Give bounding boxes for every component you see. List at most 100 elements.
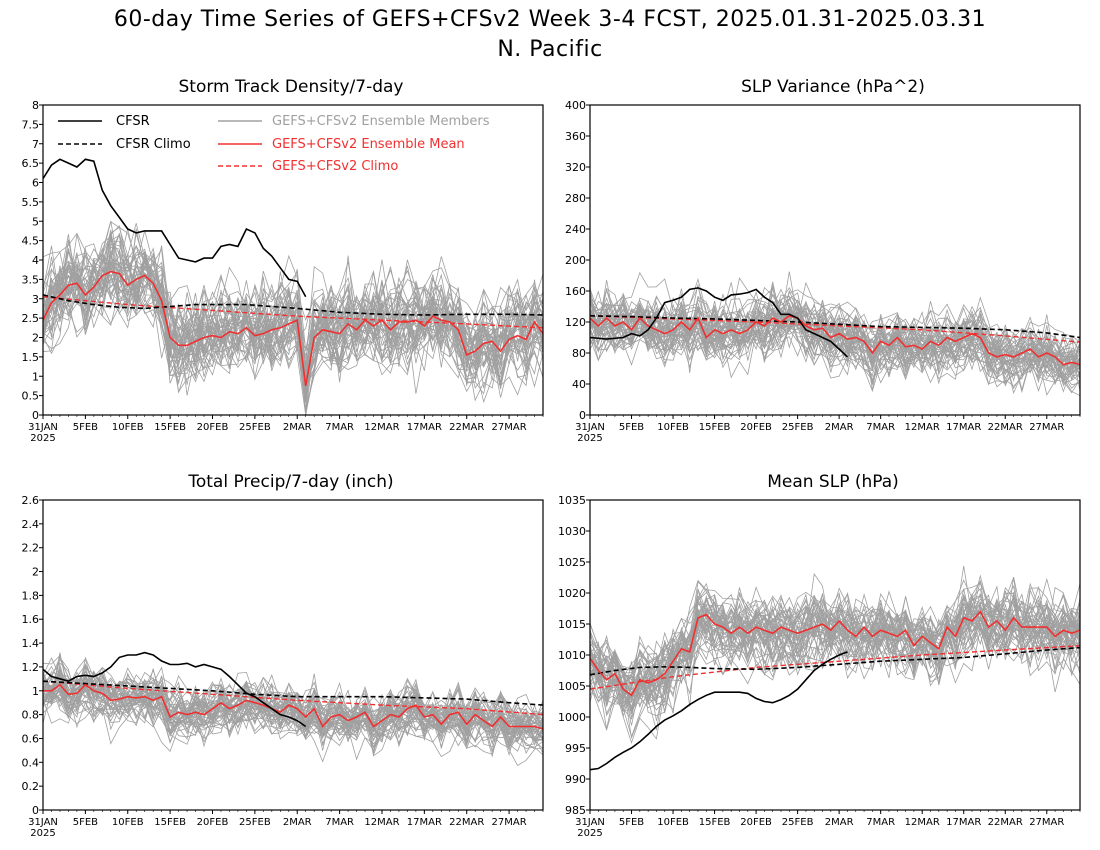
- ensemble-members: [590, 565, 1080, 744]
- ensemble-climo-line: [590, 645, 1080, 690]
- ensemble-mean-line: [43, 270, 543, 387]
- y-tick-label: 0.6: [22, 732, 40, 745]
- x-tick-label: 31JAN: [575, 422, 605, 433]
- x-tick-label: 2MAR: [825, 817, 854, 828]
- y-tick-label: 8: [32, 99, 39, 112]
- figure-title: 60-day Time Series of GEFS+CFSv2 Week 3-…: [114, 7, 986, 32]
- x-tick-label: 12MAR: [364, 817, 399, 828]
- ensemble-member-line: [590, 606, 1080, 712]
- x-tick-label: 10FEB: [657, 817, 689, 828]
- legend-cfsr-label: CFSR: [116, 114, 150, 129]
- x-tick-label: 17MAR: [946, 817, 981, 828]
- ensemble-mean-line: [43, 683, 543, 730]
- panel-title: SLP Variance (hPa^2): [741, 77, 925, 97]
- ensemble-member-line: [43, 677, 543, 749]
- x-tick-label: 20FEB: [740, 422, 772, 433]
- x-tick-label: 15FEB: [154, 817, 186, 828]
- y-tick-label: 995: [565, 742, 586, 755]
- legend-ensemble-mean-label: GEFS+CFSv2 Ensemble Mean: [272, 137, 465, 152]
- legend-ensemble-climo-label: GEFS+CFSv2 Climo: [272, 159, 398, 174]
- x-tick-label: 31JAN: [575, 817, 605, 828]
- y-tick-label: 280: [565, 192, 586, 205]
- y-tick-label: 1.8: [22, 589, 40, 602]
- y-tick-label: 1030: [558, 525, 586, 538]
- x-tick-label: 17MAR: [407, 422, 442, 433]
- ensemble-member-line: [43, 240, 543, 370]
- y-tick-label: 0.8: [22, 709, 40, 722]
- cfsr-line: [43, 158, 307, 298]
- y-tick-label: 4: [32, 254, 39, 267]
- x-tick-label: 7MAR: [866, 422, 895, 433]
- x-tick-label: 2MAR: [283, 422, 312, 433]
- ensemble-member-line: [43, 221, 543, 347]
- y-tick-label: 2: [32, 332, 39, 345]
- x-tick-label: 20FEB: [740, 817, 772, 828]
- y-tick-label: 1: [32, 685, 39, 698]
- ensemble-member-line: [43, 695, 543, 767]
- x-tick-label: 27MAR: [1029, 422, 1064, 433]
- x-tick-label: 10FEB: [657, 422, 689, 433]
- panel-2: SLP Variance (hPa^2) 0 40 80 120 160 200 240 280…: [565, 77, 1081, 444]
- year-label: 2025: [30, 433, 55, 444]
- ensemble-member-line: [43, 270, 543, 415]
- x-tick-label: 15FEB: [699, 422, 731, 433]
- y-tick-label: 0: [32, 804, 39, 817]
- ensemble-member-line: [590, 284, 1080, 361]
- ensemble-member-line: [43, 691, 543, 753]
- x-tick-label: 22MAR: [988, 422, 1023, 433]
- x-tick-label: 7MAR: [866, 817, 895, 828]
- ensemble-members: [43, 220, 543, 415]
- x-tick-label: 12MAR: [905, 817, 940, 828]
- y-tick-label: 1025: [558, 556, 586, 569]
- ensemble-member-line: [590, 598, 1080, 694]
- plot-area: [43, 651, 543, 767]
- ensemble-member-line: [590, 311, 1080, 383]
- y-tick-label: 2.4: [22, 518, 40, 531]
- ensemble-member-line: [590, 271, 1080, 363]
- ensemble-mean-line: [590, 314, 1080, 366]
- y-tick-label: 3.5: [22, 273, 40, 286]
- panel-3: Total Precip/7-day (inch) 0 0.2 0.4 0.6 0.8 1 1…: [22, 472, 544, 839]
- y-tick-label: 1.5: [22, 351, 40, 364]
- y-tick-label: 0: [32, 409, 39, 422]
- y-tick-label: 320: [565, 161, 586, 174]
- y-tick-label: 40: [572, 378, 586, 391]
- year-label: 2025: [30, 828, 55, 839]
- ensemble-member-line: [590, 591, 1080, 717]
- ensemble-member-line: [43, 255, 543, 393]
- plot-area: [43, 158, 543, 415]
- y-tick-label: 1035: [558, 494, 586, 507]
- ensemble-member-line: [590, 321, 1080, 397]
- panels: Storm Track Density/7-day 0 0.5 1 1.5 2 2.5 3 3.…: [22, 77, 1081, 839]
- panel-title: Total Precip/7-day (inch): [187, 472, 393, 492]
- cfsr-line: [43, 651, 307, 728]
- y-tick-label: 1.4: [22, 637, 40, 650]
- x-tick-label: 17MAR: [407, 817, 442, 828]
- ensemble-member-line: [43, 229, 543, 357]
- year-label: 2025: [577, 433, 602, 444]
- x-tick-label: 27MAR: [1029, 817, 1064, 828]
- x-tick-label: 15FEB: [154, 422, 186, 433]
- panel-1: Storm Track Density/7-day 0 0.5 1 1.5 2 2.5 3 3.…: [22, 77, 544, 444]
- x-tick-label: 5FEB: [73, 817, 98, 828]
- y-tick-label: 2.2: [22, 542, 40, 555]
- legend-members-label: GEFS+CFSv2 Ensemble Members: [272, 114, 490, 129]
- ensemble-member-line: [43, 671, 543, 737]
- x-tick-label: 12MAR: [905, 422, 940, 433]
- y-tick-label: 80: [572, 347, 586, 360]
- x-tick-label: 31JAN: [28, 422, 58, 433]
- y-tick-label: 1010: [558, 649, 586, 662]
- panel-4: Mean SLP (hPa) 985 990 995 1000 1005 1010 1015 1…: [558, 472, 1081, 839]
- x-tick-label: 17MAR: [946, 422, 981, 433]
- x-tick-label: 25FEB: [239, 422, 271, 433]
- figure-subtitle: N. Pacific: [497, 37, 602, 62]
- y-tick-label: 1.6: [22, 613, 40, 626]
- x-tick-label: 5FEB: [619, 422, 644, 433]
- ensemble-member-line: [590, 572, 1080, 682]
- y-tick-label: 7: [32, 138, 39, 151]
- ensemble-member-line: [590, 287, 1080, 364]
- x-tick-label: 22MAR: [449, 422, 484, 433]
- legend: CFSR CFSR Climo GEFS+CFSv2 Ensemble Member…: [58, 114, 490, 174]
- y-tick-label: 2.5: [22, 312, 40, 325]
